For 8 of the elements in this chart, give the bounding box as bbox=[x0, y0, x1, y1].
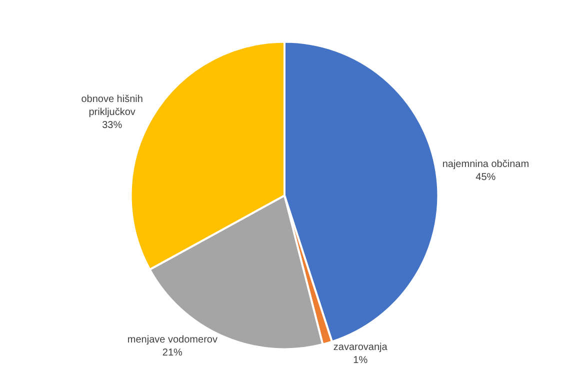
slice-label: menjave vodomerov bbox=[127, 334, 218, 346]
data-label: 21% bbox=[162, 348, 183, 359]
data-label: 45% bbox=[476, 172, 496, 184]
slice-label: najemnina občinam bbox=[442, 159, 530, 170]
data-label: 1% bbox=[353, 355, 368, 366]
data-label: 33% bbox=[102, 120, 122, 131]
slice-label: zavarovanja bbox=[333, 342, 388, 354]
slice-label: obnove hišnih priključkov bbox=[81, 94, 143, 118]
